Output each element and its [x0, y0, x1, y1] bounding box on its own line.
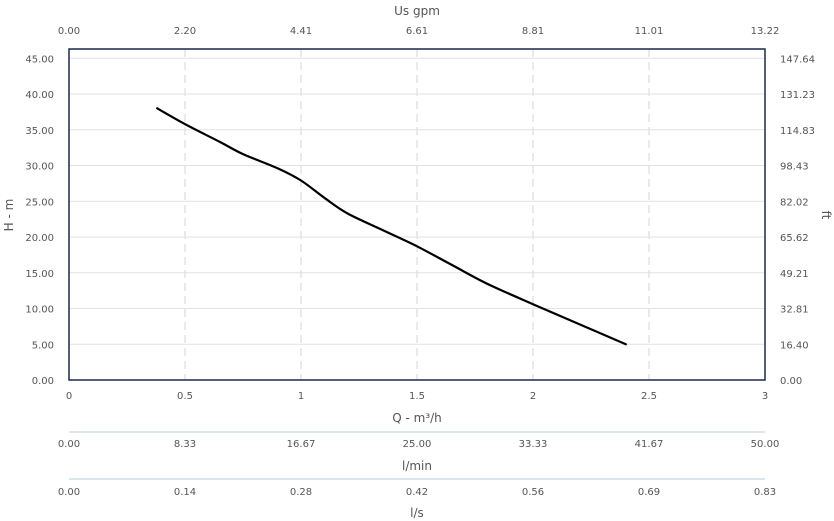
top-axis-title: Us gpm [394, 4, 440, 18]
x-tick-label: 2 [530, 391, 536, 402]
ls-tick-label: 0.28 [290, 487, 312, 498]
right-tick-label: 98.43 [780, 162, 809, 173]
top-tick-label: 8.81 [522, 26, 544, 37]
right-axis-ticks: 0.00 16.40 32.81 49.21 65.62 82.02 98.43 114.83… [780, 54, 815, 387]
lmin-axis-title: l/min [402, 459, 432, 473]
right-tick-label: 131.23 [780, 90, 815, 101]
x-tick-label: 0 [66, 391, 72, 402]
pump-curve-line [156, 107, 627, 346]
x-tick-label: 2.5 [641, 391, 657, 402]
top-tick-label: 13.22 [751, 26, 780, 37]
top-tick-label: 4.41 [290, 26, 312, 37]
right-axis-title: ft [819, 211, 833, 220]
right-tick-label: 65.62 [780, 233, 809, 244]
y-tick-label: 15.00 [25, 269, 54, 280]
top-tick-label: 6.61 [406, 26, 428, 37]
top-tick-label: 11.01 [635, 26, 664, 37]
y-tick-label: 45.00 [25, 54, 54, 65]
top-tick-label: 0.00 [58, 26, 80, 37]
top-axis-ticks: 0.00 2.20 4.41 6.61 8.81 11.01 13.22 [58, 26, 779, 37]
y-tick-label: 25.00 [25, 197, 54, 208]
right-tick-label: 0.00 [780, 376, 802, 387]
ls-tick-label: 0.00 [58, 487, 80, 498]
right-tick-label: 16.40 [780, 340, 809, 351]
ls-tick-label: 0.42 [406, 487, 428, 498]
y-tick-label: 35.00 [25, 126, 54, 137]
ls-tick-label: 0.14 [174, 487, 196, 498]
right-tick-label: 49.21 [780, 269, 809, 280]
lmin-tick-label: 50.00 [751, 439, 780, 450]
lmin-axis-ticks: 0.00 8.33 16.67 25.00 33.33 41.67 50.00 [58, 439, 779, 450]
x-tick-label: 3 [762, 391, 768, 402]
right-tick-label: 114.83 [780, 126, 815, 137]
lmin-tick-label: 0.00 [58, 439, 80, 450]
ls-axis-ticks: 0.00 0.14 0.28 0.42 0.56 0.69 0.83 [58, 487, 776, 498]
lmin-tick-label: 33.33 [519, 439, 548, 450]
horizontal-gridlines [69, 57, 765, 345]
lmin-tick-label: 41.67 [635, 439, 664, 450]
bottom-axis-ticks: 0 0.5 1 1.5 2 2.5 3 [66, 391, 768, 402]
right-tick-label: 32.81 [780, 305, 809, 316]
y-tick-label: 0.00 [32, 376, 54, 387]
x-tick-label: 1 [298, 391, 304, 402]
curve-layer [156, 107, 627, 346]
ls-tick-label: 0.83 [754, 487, 776, 498]
y-tick-label: 10.00 [25, 305, 54, 316]
y-tick-label: 5.00 [32, 340, 54, 351]
lmin-tick-label: 8.33 [174, 439, 196, 450]
x-axis-title: Q - m³/h [392, 411, 442, 425]
lmin-tick-label: 25.00 [403, 439, 432, 450]
x-tick-label: 0.5 [177, 391, 193, 402]
ls-axis-title: l/s [410, 506, 424, 520]
y-tick-label: 30.00 [25, 162, 54, 173]
y-tick-label: 40.00 [25, 90, 54, 101]
top-tick-label: 2.20 [174, 26, 196, 37]
left-axis-ticks: 0.00 5.00 10.00 15.00 20.00 25.00 30.00 35.00 40… [25, 54, 54, 387]
vertical-gridlines [184, 49, 650, 380]
right-tick-label: 147.64 [780, 54, 815, 65]
y-tick-label: 20.00 [25, 233, 54, 244]
ls-tick-label: 0.69 [638, 487, 660, 498]
y-axis-title: H - m [2, 199, 16, 232]
x-tick-label: 1.5 [409, 391, 425, 402]
lmin-tick-label: 16.67 [287, 439, 316, 450]
right-tick-label: 82.02 [780, 197, 809, 208]
ls-tick-label: 0.56 [522, 487, 544, 498]
plot-frame [68, 48, 766, 381]
